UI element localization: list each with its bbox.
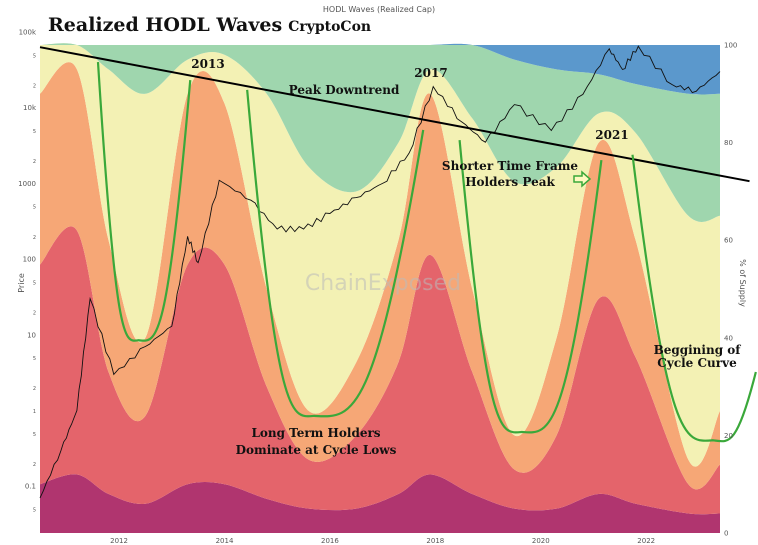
price-line bbox=[39, 45, 721, 499]
x-tick-label: 2016 bbox=[321, 537, 339, 545]
left-tick-label: 5 bbox=[33, 432, 36, 438]
right-tick-label: 20 bbox=[724, 432, 733, 440]
left-tick-label: 2 bbox=[33, 462, 36, 468]
left-axis-ticks: 100k 5 2 10k 5 2 1000 5 2 100 5 2 10 5 2 1 5 2 0.1 5 bbox=[18, 29, 37, 514]
x-axis-ticks: 2012 2014 2016 2018 2020 2022 bbox=[110, 537, 655, 545]
arrow-right-icon bbox=[573, 170, 592, 188]
left-tick-label: 5 bbox=[33, 280, 36, 286]
x-tick-label: 2012 bbox=[110, 537, 128, 545]
left-tick-label: 2 bbox=[33, 311, 36, 317]
right-tick-label: 80 bbox=[724, 139, 733, 147]
label-shorter-line2: Holders Peak bbox=[465, 175, 555, 189]
x-tick-label: 2022 bbox=[637, 537, 655, 545]
left-tick-label: 10k bbox=[23, 104, 37, 112]
title-text: Realized HODL Waves bbox=[48, 14, 282, 36]
label-lth-line1: Long Term Holders bbox=[251, 426, 380, 440]
left-tick-label: 100 bbox=[23, 256, 36, 264]
left-tick-label: 5 bbox=[33, 507, 36, 513]
right-tick-label: 0 bbox=[724, 530, 728, 538]
right-tick-label: 60 bbox=[724, 237, 733, 245]
label-2017: 2017 bbox=[414, 66, 447, 80]
hodl-band-3 bbox=[40, 43, 720, 467]
left-tick-label: 5 bbox=[33, 129, 36, 135]
hodl-band-5 bbox=[40, 43, 720, 95]
x-tick-label: 2014 bbox=[216, 537, 234, 545]
right-tick-label: 100 bbox=[724, 42, 737, 50]
right-axis-ticks: 0 20 40 60 80 100 bbox=[724, 42, 737, 538]
left-tick-label: 2 bbox=[33, 235, 36, 241]
left-tick-label: 0.1 bbox=[25, 483, 36, 491]
hodl-band-0 bbox=[40, 474, 720, 533]
left-tick-label: 5 bbox=[33, 53, 36, 59]
hodl-band-2 bbox=[40, 62, 720, 490]
right-tick-label: 40 bbox=[724, 334, 733, 342]
cycle-curves bbox=[96, 62, 757, 443]
label-2013: 2013 bbox=[191, 57, 224, 71]
left-tick-label: 100k bbox=[19, 29, 37, 37]
cycle-curve-3 bbox=[631, 154, 757, 443]
x-tick-label: 2018 bbox=[426, 537, 444, 545]
left-tick-label: 2 bbox=[33, 386, 36, 392]
x-tick-label: 2020 bbox=[532, 537, 550, 545]
label-shorter-line1: Shorter Time Frame bbox=[442, 159, 578, 173]
left-tick-label: 1000 bbox=[18, 180, 36, 188]
label-beginning-line2: Cycle Curve bbox=[657, 356, 737, 370]
chart-source-title: HODL Waves (Realized Cap) bbox=[323, 5, 435, 14]
left-axis-title: Price bbox=[17, 273, 26, 293]
right-axis-title: % of Supply bbox=[738, 259, 747, 307]
cycle-curve-0 bbox=[96, 62, 192, 342]
cycle-curve-2 bbox=[458, 140, 603, 434]
left-tick-label: 10 bbox=[27, 331, 36, 339]
author-text: CryptoCon bbox=[288, 19, 371, 35]
hodl-band-1 bbox=[40, 226, 720, 515]
hodl-bands bbox=[40, 43, 720, 533]
watermark: ChainExposed bbox=[305, 271, 461, 296]
left-tick-label: 2 bbox=[33, 159, 36, 165]
cycle-curve-1 bbox=[246, 89, 425, 418]
chart-title: Realized HODL Waves CryptoCon bbox=[48, 14, 371, 36]
peak-downtrend-line bbox=[39, 46, 750, 183]
label-2021: 2021 bbox=[595, 128, 628, 142]
left-tick-label: 5 bbox=[33, 356, 36, 362]
left-tick-label: 1 bbox=[33, 409, 36, 415]
label-beginning-line1: Beggining of bbox=[654, 343, 742, 357]
left-tick-label: 2 bbox=[33, 83, 36, 89]
label-lth-line2: Dominate at Cycle Lows bbox=[236, 443, 397, 457]
label-peak-downtrend: Peak Downtrend bbox=[289, 83, 400, 97]
hodl-band-4 bbox=[40, 43, 720, 222]
left-tick-label: 5 bbox=[33, 205, 36, 211]
